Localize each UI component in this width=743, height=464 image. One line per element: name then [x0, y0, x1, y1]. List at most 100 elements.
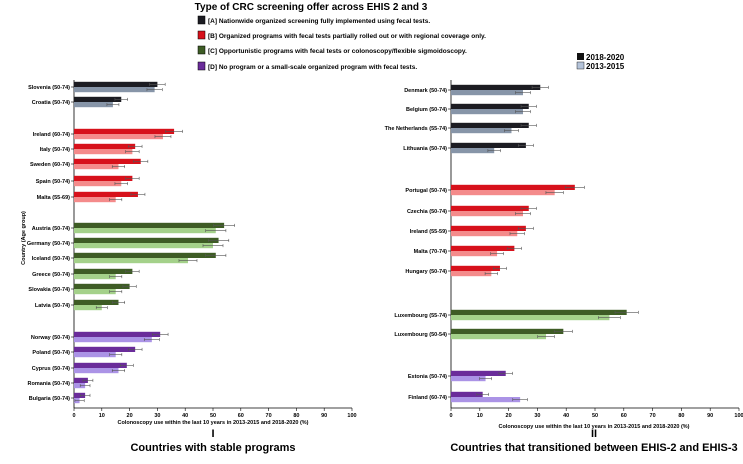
- panel-stable-bar-2013: [74, 164, 119, 170]
- panel-transitioned-x-tick-label: 100: [734, 413, 743, 419]
- panel-stable-x-tick-label: 50: [210, 413, 216, 419]
- legend-label-a: [A] Nationwide organized screening fully…: [208, 18, 430, 25]
- panel-transitioned-bar-2018: [451, 122, 529, 128]
- panel-transitioned-bar-2018: [451, 184, 575, 190]
- panel-stable-x-tick-label: 40: [182, 413, 188, 419]
- panel-stable-bar-2013: [74, 383, 86, 389]
- panel-stable-category-label: Austria (50-74): [32, 226, 70, 232]
- panel-stable-bar-2018: [74, 346, 136, 352]
- panel-stable: Colonoscopy use within the last 10 years…: [27, 80, 357, 454]
- legend-swatch-2018: [577, 53, 584, 60]
- y-axis-label: Country (Age group): [21, 211, 27, 265]
- panel-stable-bar-2018: [74, 96, 122, 102]
- panel-transitioned-bar-2018: [451, 328, 564, 334]
- legend-label-2018: 2018-2020: [586, 53, 625, 62]
- panel-stable-bar-2013: [74, 352, 116, 358]
- legend-swatch-d: [197, 61, 206, 71]
- legend-label-b: [B] Organized programs with fecal tests …: [208, 33, 486, 40]
- panel-transitioned-x-tick-label: 60: [621, 413, 627, 419]
- panel-transitioned-x-tick-label: 10: [477, 413, 483, 419]
- panel-transitioned-bar-2018: [451, 370, 506, 376]
- legend-label-c: [C] Opportunistic programs with fecal te…: [208, 48, 467, 55]
- program-legend: [A] Nationwide organized screening fully…: [197, 15, 486, 71]
- panel-transitioned-x-tick-label: 50: [592, 413, 598, 419]
- panel-stable-category-label: Slovakia (50-74): [28, 287, 70, 293]
- panel-transitioned-bar-2013: [451, 190, 555, 196]
- panel-stable-category-label: Germany (50-74): [27, 241, 70, 247]
- panel-stable-bar-2013: [74, 337, 152, 343]
- panel-stable-bar-2013: [74, 87, 155, 93]
- panel-stable-category-label: Spain (50-74): [36, 179, 70, 185]
- panel-stable-category-label: Bulgaria (50-74): [29, 396, 70, 402]
- panel-stable-category-label: Italy (50-74): [40, 147, 70, 153]
- panel-stable-x-tick-label: 90: [321, 413, 327, 419]
- panel-transitioned-category-label: Czechia (50-74): [407, 209, 447, 215]
- panel-transitioned-bar-2013: [451, 211, 523, 217]
- panel-stable-bar-2013: [74, 197, 116, 203]
- legend-swatch-2013: [576, 61, 585, 70]
- panel-stable-bar-2018: [74, 237, 219, 243]
- panel-stable-bar-2013: [74, 243, 213, 249]
- panel-transitioned-category-label: Hungary (50-74): [405, 269, 447, 275]
- panel-transitioned-xlabel: Colonoscopy use within the last 10 years…: [498, 424, 689, 430]
- panel-transitioned-bar-2018: [451, 84, 541, 90]
- panel-stable-category-label: Iceland (50-74): [32, 256, 70, 262]
- panel-transitioned-x-tick-label: 80: [678, 413, 684, 419]
- panel-transitioned-bar-2013: [451, 271, 492, 277]
- panel-transitioned-x-tick-label: 90: [707, 413, 713, 419]
- panel-stable-numeral: I: [211, 428, 214, 440]
- panel-stable-category-label: Romania (50-74): [28, 381, 71, 387]
- panel-stable-bar-2018: [74, 81, 158, 87]
- panel-transitioned-bar-2018: [451, 265, 500, 271]
- panel-stable-bar-2018: [74, 158, 141, 164]
- panel-transitioned-category-label: Malta (70-74): [414, 249, 447, 255]
- panel-stable-bar-2013: [74, 149, 133, 155]
- panel-stable-bar-2018: [74, 283, 130, 289]
- panel-transitioned-x-tick-label: 70: [650, 413, 656, 419]
- panel-stable-x-tick-label: 80: [293, 413, 299, 419]
- panel-stable-bar-2018: [74, 222, 225, 228]
- panel-stable-bar-2018: [74, 268, 133, 274]
- panel-transitioned: Colonoscopy use within the last 10 years…: [385, 80, 743, 454]
- panel-stable-bar-2018: [74, 299, 119, 305]
- panel-stable-bar-2018: [74, 392, 86, 398]
- panel-stable-x-tick-label: 30: [154, 413, 160, 419]
- panel-transitioned-bar-2013: [451, 376, 486, 382]
- panel-stable-bar-2018: [74, 143, 136, 149]
- panel-stable-category-label: Norway (50-74): [31, 335, 70, 341]
- panel-stable-bar-2013: [74, 305, 102, 311]
- panel-transitioned-category-label: Finland (60-74): [408, 395, 447, 401]
- panel-transitioned-x-tick-label: 20: [506, 413, 512, 419]
- panel-stable-bar-2013: [74, 181, 122, 187]
- panel-transitioned-category-label: Portugal (50-74): [405, 188, 447, 194]
- panel-stable-bar-2018: [74, 128, 175, 134]
- panel-transitioned-numeral: II: [591, 428, 597, 440]
- panel-stable-bar-2013: [74, 274, 116, 280]
- panel-stable-bar-2018: [74, 377, 88, 383]
- panel-transitioned-bar-2013: [451, 128, 512, 134]
- panel-stable-category-label: Ireland (60-74): [33, 132, 70, 138]
- panel-stable-bar-2013: [74, 228, 216, 234]
- legend-swatch-b: [197, 30, 206, 40]
- panel-stable-bar-2013: [74, 368, 119, 374]
- panel-stable-category-label: Malta (55-69): [37, 195, 70, 201]
- panel-stable-x-tick-label: 10: [99, 413, 105, 419]
- panel-stable-x-tick-label: 70: [266, 413, 272, 419]
- legend-swatch-a: [197, 15, 206, 25]
- panel-transitioned-bar-2018: [451, 225, 526, 231]
- panel-stable-category-label: Slovenia (50-74): [28, 85, 70, 91]
- panel-transitioned-bar-2013: [451, 148, 495, 154]
- wave-legend: 2018-2020 2013-2015: [576, 53, 625, 71]
- panel-stable-bar-2018: [74, 175, 133, 181]
- panel-stable-bar-2013: [74, 258, 188, 264]
- panel-transitioned-category-label: Estonia (50-74): [408, 374, 447, 380]
- panel-stable-bar-2013: [74, 289, 116, 295]
- panel-transitioned-subtitle: Countries that transitioned between EHIS…: [450, 442, 737, 454]
- panel-transitioned-x-tick-label: 30: [534, 413, 540, 419]
- panel-transitioned-bar-2013: [451, 397, 521, 403]
- chart-title: Type of CRC screening offer across EHIS …: [195, 2, 428, 13]
- panel-stable-category-label: Poland (50-74): [32, 350, 70, 356]
- panel-transitioned-category-label: Luxembourg (55-74): [394, 313, 447, 319]
- panel-stable-bar-2018: [74, 252, 216, 258]
